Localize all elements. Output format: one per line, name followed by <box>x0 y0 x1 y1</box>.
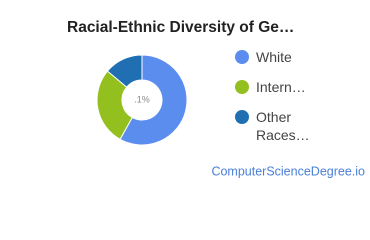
center-label: .1% <box>134 94 150 104</box>
donut <box>96 54 188 146</box>
donut-segment <box>119 54 188 146</box>
footer: ComputerScienceDegree.io <box>211 164 365 178</box>
chart: Racial-Ethnic Diversity of Ge… .1% Compu… <box>67 19 365 178</box>
legend-marker <box>235 50 249 64</box>
donut-segment <box>96 70 133 140</box>
legend-label: Other Races… <box>256 109 310 143</box>
legend-label: Intern… <box>256 79 306 95</box>
legend-marker <box>235 80 249 94</box>
chart-title: Racial-Ethnic Diversity of Ge… <box>67 19 294 36</box>
legend-label: White <box>256 49 292 65</box>
chart-svg: Racial-Ethnic Diversity of Ge… .1% Compu… <box>67 19 365 178</box>
donut-segment <box>106 54 143 88</box>
legend-marker <box>235 110 249 124</box>
